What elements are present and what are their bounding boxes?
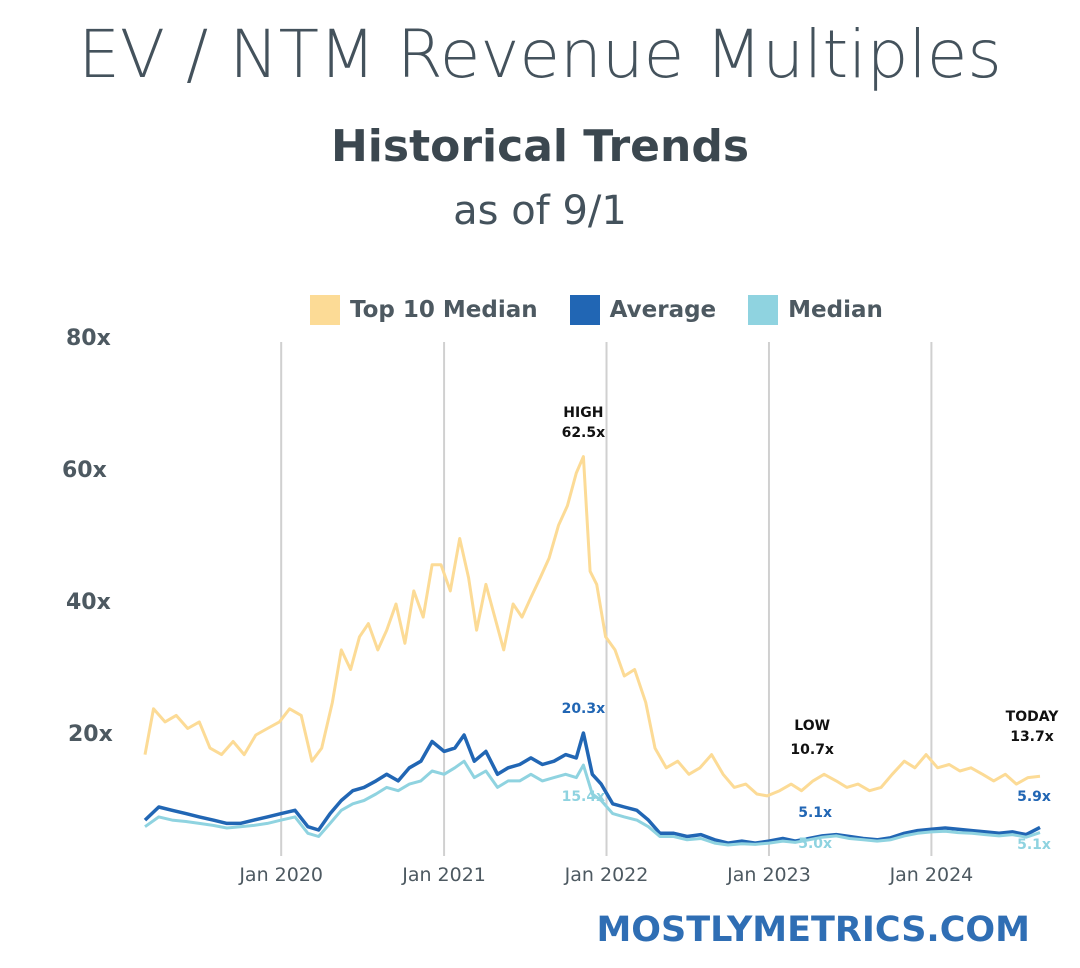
legend-label-top10: Top 10 Median bbox=[350, 297, 538, 323]
x-tick-label-2022: Jan 2022 bbox=[564, 864, 649, 886]
series-line-median bbox=[144, 759, 1041, 847]
annotation-today-avg: 5.9x bbox=[1017, 789, 1051, 805]
annotation-peak-avg: 20.3x bbox=[562, 701, 606, 717]
legend-label-average: Average bbox=[609, 297, 717, 323]
legend-item-top10: Top 10 Median bbox=[310, 295, 538, 325]
brand-footer[interactable]: MOSTLYMETRICS.COM bbox=[596, 910, 1030, 950]
chart-subtitle: Historical Trends bbox=[330, 121, 750, 172]
as-of-date: as of 9/1 bbox=[453, 188, 627, 234]
y-tick-label-80: 80x bbox=[66, 326, 111, 351]
legend-item-median: Median bbox=[748, 295, 883, 325]
x-tick-label-2020: Jan 2020 bbox=[239, 864, 324, 886]
x-tick-label-2021: Jan 2021 bbox=[402, 864, 486, 886]
annotation-low-median: 5.0x bbox=[798, 836, 832, 852]
annotation-low-avg: 5.1x bbox=[798, 805, 832, 821]
annotation-peak-median: 15.4x bbox=[562, 789, 606, 805]
chart-title: EV / NTM Revenue Multiples bbox=[78, 16, 1002, 93]
x-tick-label-2023: Jan 2023 bbox=[727, 864, 811, 886]
y-tick-label-60: 60x bbox=[62, 458, 107, 483]
y-tick-label-40: 40x bbox=[66, 590, 111, 615]
legend-label-median: Median bbox=[788, 297, 883, 323]
legend-item-average: Average bbox=[569, 295, 717, 325]
annotation-low: LOW 10.7x bbox=[790, 718, 834, 758]
y-tick-label-20: 20x bbox=[68, 722, 113, 747]
legend-swatch-median bbox=[748, 295, 779, 325]
legend: Top 10 Median Average Median bbox=[310, 290, 915, 330]
x-tick-label-2024: Jan 2024 bbox=[889, 864, 974, 886]
annotation-today-median: 5.1x bbox=[1017, 837, 1051, 853]
legend-swatch-average bbox=[569, 295, 600, 325]
legend-swatch-top10 bbox=[310, 295, 340, 325]
annotation-high: HIGH 62.5x bbox=[562, 405, 606, 441]
series-line-top10 bbox=[143, 455, 1041, 798]
annotation-today: TODAY 13.7x bbox=[1006, 709, 1060, 745]
